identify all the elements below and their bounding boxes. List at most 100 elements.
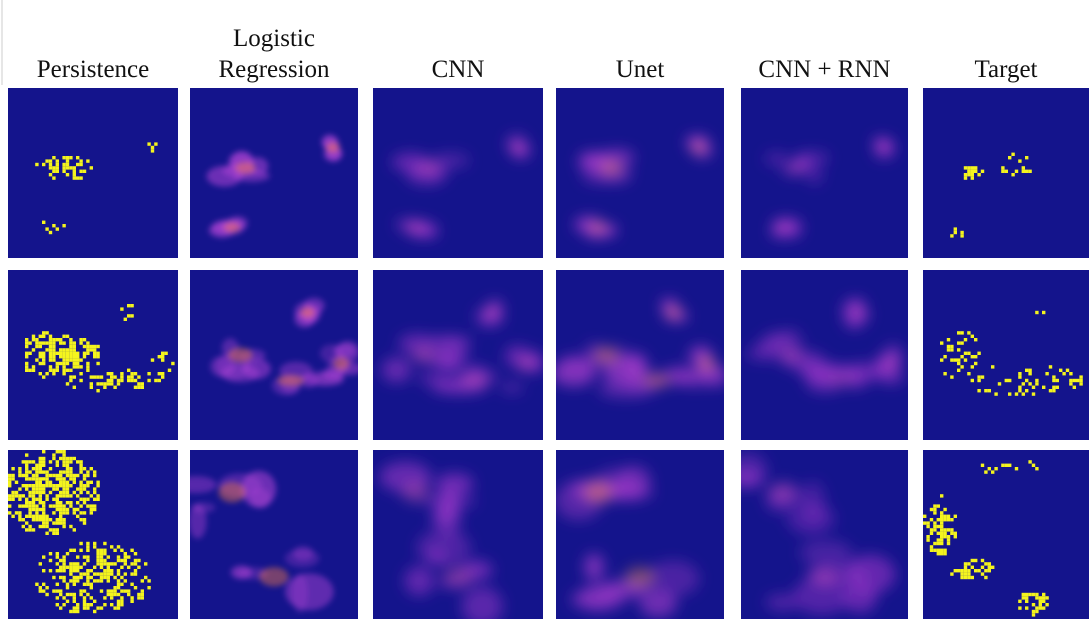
- panel-background: [923, 450, 1089, 619]
- pixel: [96, 555, 99, 558]
- pixel: [117, 579, 120, 582]
- pixel: [100, 579, 103, 582]
- pixel: [158, 355, 161, 358]
- pixel: [86, 348, 89, 351]
- pixel: [971, 365, 974, 368]
- pixel: [56, 477, 59, 480]
- pixel: [967, 170, 970, 173]
- heat-hotspot: [584, 482, 611, 503]
- pixel: [1001, 170, 1004, 173]
- pixel: [42, 515, 45, 518]
- pixel: [933, 504, 936, 507]
- pixel: [45, 484, 48, 487]
- pixel: [69, 375, 72, 378]
- pixel: [35, 491, 38, 494]
- pixel: [49, 484, 52, 487]
- pixel: [964, 173, 967, 176]
- pixel: [83, 498, 86, 501]
- pixel: [73, 593, 76, 596]
- pixel: [1045, 603, 1048, 606]
- pixel: [947, 528, 950, 531]
- pixel: [90, 508, 93, 511]
- pixel: [977, 173, 980, 176]
- pixel: [937, 504, 940, 507]
- pixel: [62, 362, 65, 365]
- pixel: [25, 470, 28, 473]
- pixel: [83, 501, 86, 504]
- heat-blob: [231, 566, 252, 580]
- pixel: [100, 576, 103, 579]
- pixel: [93, 474, 96, 477]
- pixel: [1008, 464, 1011, 467]
- heat-blob: [427, 548, 446, 564]
- pixel: [998, 382, 1001, 385]
- pixel: [124, 589, 127, 592]
- pixel: [42, 470, 45, 473]
- pixel: [1035, 606, 1038, 609]
- pixel: [1001, 464, 1004, 467]
- pixel: [35, 474, 38, 477]
- pixel: [110, 562, 113, 565]
- pixel: [73, 596, 76, 599]
- heat-hotspot: [876, 142, 890, 153]
- pixel: [1076, 379, 1079, 382]
- pixel: [39, 494, 42, 497]
- pixel: [154, 142, 157, 145]
- pixel: [93, 352, 96, 355]
- pixel: [83, 589, 86, 592]
- pixel: [954, 227, 957, 230]
- pixel: [107, 569, 110, 572]
- pixel: [100, 572, 103, 575]
- pixel: [73, 569, 76, 572]
- pixel: [926, 535, 929, 538]
- pixel: [117, 593, 120, 596]
- pixel: [69, 562, 72, 565]
- pixel: [49, 355, 52, 358]
- pixel: [62, 487, 65, 490]
- pixel: [86, 542, 89, 545]
- pixel: [971, 173, 974, 176]
- pixel: [69, 525, 72, 528]
- pixel: [83, 487, 86, 490]
- pixel: [25, 464, 28, 467]
- pixel: [967, 372, 970, 375]
- pixel: [957, 362, 960, 365]
- pixel: [8, 484, 11, 487]
- pixel: [1008, 156, 1011, 159]
- pixel: [79, 464, 82, 467]
- pixel: [83, 352, 86, 355]
- pixel: [147, 142, 150, 145]
- pixel: [35, 467, 38, 470]
- pixel: [930, 508, 933, 511]
- pixel: [69, 484, 72, 487]
- pixel: [28, 470, 31, 473]
- pixel: [110, 545, 113, 548]
- pixel: [56, 603, 59, 606]
- pixel: [66, 494, 69, 497]
- pixel: [127, 589, 130, 592]
- pixel: [62, 464, 65, 467]
- pixel: [930, 518, 933, 521]
- pixel: [39, 362, 42, 365]
- pixel: [147, 379, 150, 382]
- heat-blob: [431, 512, 448, 524]
- pixel: [66, 593, 69, 596]
- pixel: [35, 477, 38, 480]
- pixel: [957, 569, 960, 572]
- pixel: [56, 352, 59, 355]
- pixel: [127, 314, 130, 317]
- heat-blob: [382, 357, 411, 382]
- pixel: [59, 494, 62, 497]
- pixel: [11, 467, 14, 470]
- pixel: [943, 518, 946, 521]
- pixel: [93, 355, 96, 358]
- pixel: [39, 525, 42, 528]
- pixel: [1022, 596, 1025, 599]
- pixel: [49, 159, 52, 162]
- pixel: [100, 562, 103, 565]
- pixel: [25, 453, 28, 456]
- pixel: [79, 170, 82, 173]
- pixel: [49, 341, 52, 344]
- pixel: [83, 600, 86, 603]
- pixel: [66, 552, 69, 555]
